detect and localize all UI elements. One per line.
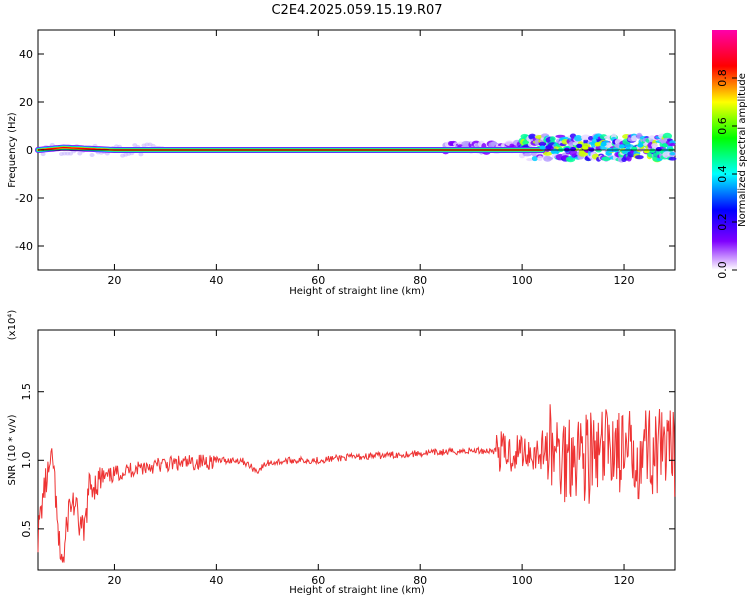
- x-tick-label: 60: [311, 574, 325, 587]
- colorbar-tick-label: 0.6: [716, 117, 729, 135]
- heatmap-blob: [668, 156, 677, 161]
- heatmap-data: [35, 132, 677, 163]
- x-tick-label: 80: [413, 574, 427, 587]
- heatmap-x-label: Height of straight line (km): [289, 286, 425, 297]
- heatmap-blob: [543, 151, 553, 156]
- colorbar-gradient: [712, 30, 737, 270]
- heatmap-band-segment: [576, 143, 583, 149]
- x-tick-label: 20: [107, 574, 121, 587]
- heatmap-blob: [537, 155, 543, 162]
- heatmap-blob: [631, 135, 638, 142]
- snr-scale-label: (x10⁴): [7, 310, 18, 341]
- x-tick-label: 40: [209, 574, 223, 587]
- y-tick-label: 1.5: [20, 383, 33, 401]
- heatmap-band-segment: [551, 148, 558, 154]
- heatmap-blob: [89, 153, 95, 158]
- heatmap-y-label: Frequency (Hz): [7, 112, 18, 188]
- x-tick-label: 40: [209, 274, 223, 287]
- heatmap-panel: 20 40 60 80 100 120 -40 -20 0 20 40 Height of str…: [7, 29, 677, 297]
- heatmap-band-segment: [655, 146, 662, 152]
- y-tick-label: 1.0: [20, 452, 33, 470]
- heatmap-blob: [538, 141, 547, 147]
- heatmap-blob: [77, 151, 83, 156]
- heatmap-blob: [669, 151, 676, 156]
- heatmap-blob: [573, 135, 583, 142]
- colorbar-tick-label: 0.4: [716, 165, 729, 183]
- x-tick-label: 120: [614, 274, 635, 287]
- heatmap-band-segment: [637, 143, 644, 148]
- heatmap-blob: [40, 152, 46, 157]
- heatmap-y-ticks: -40 -20 0 20 40: [15, 48, 675, 253]
- colorbar-label: Normalized spectral amplitude: [737, 73, 748, 227]
- heatmap-band-segment: [594, 142, 601, 147]
- heatmap-blob: [138, 152, 144, 157]
- snr-data: [37, 404, 676, 563]
- colorbar-tick-label: 0.2: [716, 213, 729, 231]
- x-tick-label: 120: [614, 574, 635, 587]
- heatmap-blob: [651, 143, 659, 148]
- chart-title: C2E4.2025.059.15.19.R07: [271, 3, 442, 18]
- y-tick-label: -40: [15, 240, 33, 253]
- colorbar-tick-label: 0.0: [716, 261, 729, 279]
- heatmap-blob: [547, 157, 554, 161]
- x-tick-label: 80: [413, 274, 427, 287]
- heatmap-band-segment: [619, 144, 626, 149]
- heatmap-blob: [669, 142, 676, 147]
- heatmap-band-segment: [643, 148, 650, 154]
- x-tick-label: 20: [107, 274, 121, 287]
- snr-x-ticks: 20 40 60 80 100 120: [107, 330, 635, 587]
- heatmap-band-segment: [582, 145, 589, 150]
- snr-panel: 20 40 60 80 100 120 0.5 1.0 1.5 Height of strai…: [7, 310, 676, 596]
- heatmap-x-ticks: 20 40 60 80 100 120: [107, 30, 635, 287]
- heatmap-band-segment: [545, 145, 552, 150]
- y-tick-label: 0: [26, 144, 33, 157]
- colorbar-ticks: 0.0 0.2 0.4 0.6 0.8: [716, 69, 737, 279]
- heatmap-blob: [549, 136, 556, 142]
- heatmap-blob: [522, 152, 532, 157]
- snr-y-ticks: 0.5 1.0 1.5: [20, 383, 675, 538]
- y-tick-label: 20: [19, 96, 33, 109]
- snr-frame: [37, 329, 676, 571]
- heatmap-band-segment: [570, 146, 577, 152]
- heatmap-blob: [634, 155, 644, 160]
- y-tick-label: 0.5: [20, 520, 33, 538]
- y-tick-label: -20: [15, 192, 33, 205]
- heatmap-band-segment: [649, 148, 656, 153]
- colorbar: 0.0 0.2 0.4 0.6 0.8 Normalized spectral ampl…: [712, 30, 748, 279]
- heatmap-blob: [531, 155, 538, 162]
- snr-x-label: Height of straight line (km): [289, 585, 425, 596]
- snr-line: [37, 404, 676, 563]
- heatmap-blob: [662, 132, 673, 140]
- colorbar-tick-label: 0.8: [716, 69, 729, 87]
- heatmap-band-segment: [661, 143, 668, 148]
- heatmap-band-segment: [600, 141, 607, 147]
- snr-y-label: SNR (10 * v/v): [7, 414, 18, 485]
- y-tick-label: 40: [19, 48, 33, 61]
- x-tick-label: 100: [512, 274, 533, 287]
- heatmap-blob: [624, 144, 634, 148]
- x-tick-label: 100: [512, 574, 533, 587]
- heatmap-band-segment: [539, 145, 546, 150]
- heatmap-blob: [526, 158, 534, 162]
- x-tick-label: 60: [311, 274, 325, 287]
